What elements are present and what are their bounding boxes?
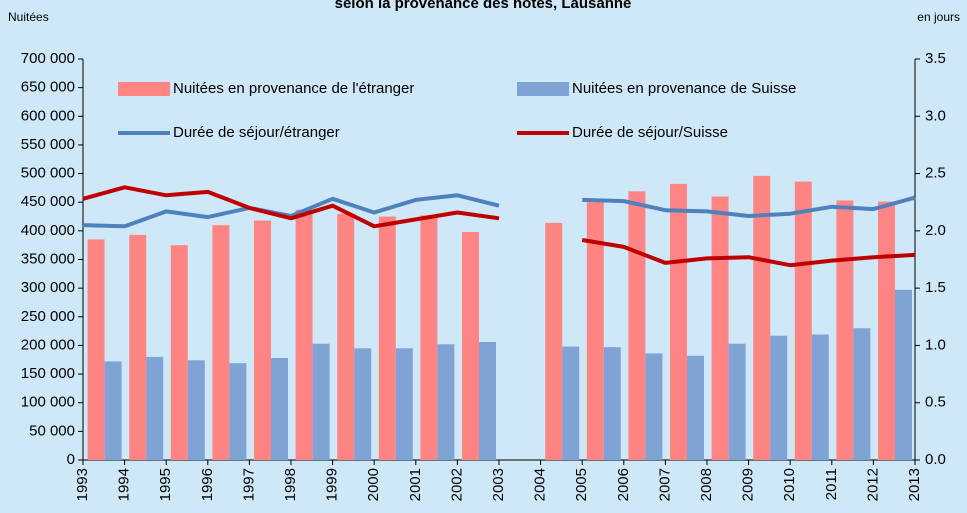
bar bbox=[545, 222, 563, 460]
bar bbox=[337, 213, 355, 460]
bar bbox=[395, 348, 413, 460]
bar bbox=[437, 344, 455, 460]
bar bbox=[794, 181, 812, 460]
bar bbox=[187, 360, 205, 460]
bar bbox=[312, 343, 330, 460]
y-axis-label: Nuitées bbox=[8, 10, 49, 24]
x-tick-label: 2008 bbox=[698, 468, 715, 501]
line bbox=[82, 185, 916, 268]
bar bbox=[687, 355, 704, 460]
line bbox=[82, 193, 916, 229]
bar bbox=[562, 346, 580, 460]
y-tick-label: 400 000 bbox=[21, 222, 75, 239]
y-tick-label: 50 000 bbox=[29, 422, 75, 439]
bar bbox=[836, 200, 854, 460]
y-tick-label: 200 000 bbox=[21, 336, 75, 353]
x-tick-label: 1999 bbox=[324, 468, 341, 501]
bar bbox=[728, 343, 746, 460]
bar bbox=[462, 232, 479, 460]
bar bbox=[645, 353, 663, 460]
bar bbox=[479, 341, 496, 460]
bar bbox=[420, 215, 438, 460]
bar bbox=[628, 191, 646, 460]
legend-swatch bbox=[118, 82, 170, 96]
bar bbox=[853, 328, 871, 460]
y2-axis-label: en jours bbox=[917, 10, 960, 24]
x-tick-label: 2009 bbox=[740, 468, 757, 501]
legend-label: Durée de séjour/étranger bbox=[173, 124, 340, 141]
x-tick-label: 2010 bbox=[781, 468, 798, 501]
x-tick-label: 2004 bbox=[532, 468, 549, 501]
y2-tick-label: 3.5 bbox=[925, 50, 946, 67]
x-tick-label: 2011 bbox=[823, 468, 840, 500]
legend-label: Nuitées en provenance de Suisse bbox=[572, 80, 796, 97]
y2-tick-label: 1.5 bbox=[925, 279, 946, 296]
x-tick-label: 2002 bbox=[448, 468, 465, 501]
y-tick-label: 450 000 bbox=[21, 193, 75, 210]
bar bbox=[146, 356, 164, 460]
y-tick-label: 150 000 bbox=[21, 365, 75, 382]
x-tick-label: 2013 bbox=[906, 468, 923, 501]
y2-tick-label: 1.0 bbox=[925, 336, 946, 353]
y-tick-label: 100 000 bbox=[21, 394, 75, 411]
bar bbox=[104, 361, 122, 460]
x-tick-label: 2007 bbox=[656, 468, 673, 501]
y-tick-label: 250 000 bbox=[21, 308, 75, 325]
x-tick-label: 2012 bbox=[864, 468, 881, 501]
bar bbox=[670, 183, 687, 460]
bar bbox=[254, 220, 271, 460]
y2-tick-label: 2.0 bbox=[925, 222, 946, 239]
bar bbox=[378, 216, 396, 460]
y-tick-label: 550 000 bbox=[21, 136, 75, 153]
y2-tick-label: 3.0 bbox=[925, 107, 946, 124]
x-tick-label: 1997 bbox=[240, 468, 257, 501]
y-tick-label: 500 000 bbox=[21, 165, 75, 182]
bar bbox=[87, 239, 105, 460]
bar bbox=[603, 347, 621, 460]
x-tick-label: 1996 bbox=[199, 468, 216, 501]
x-tick-label: 1993 bbox=[74, 468, 91, 501]
bar bbox=[811, 334, 829, 460]
y-tick-label: 650 000 bbox=[21, 79, 75, 96]
y-tick-label: 0 bbox=[67, 451, 75, 468]
bar bbox=[295, 209, 313, 460]
bar bbox=[354, 348, 372, 460]
bar bbox=[586, 202, 604, 460]
bar bbox=[878, 201, 895, 461]
x-tick-label: 1994 bbox=[116, 468, 133, 501]
x-tick-label: 1998 bbox=[282, 468, 299, 501]
bar bbox=[770, 335, 788, 460]
x-tick-label: 2005 bbox=[573, 468, 590, 501]
legend-swatch bbox=[517, 82, 569, 96]
chart-title: selon la provenance des hôtes, Lausanne bbox=[335, 0, 632, 12]
bar bbox=[229, 363, 247, 460]
y-tick-label: 300 000 bbox=[21, 279, 75, 296]
x-tick-label: 2003 bbox=[490, 468, 507, 501]
bar bbox=[711, 196, 729, 460]
bar bbox=[170, 245, 188, 460]
bar bbox=[271, 358, 288, 460]
x-tick-label: 1995 bbox=[157, 468, 174, 501]
legend-label: Durée de séjour/Suisse bbox=[572, 124, 728, 141]
x-tick-label: 2000 bbox=[365, 468, 382, 501]
y-tick-label: 350 000 bbox=[21, 250, 75, 267]
y2-tick-label: 0.5 bbox=[925, 394, 946, 411]
legend-label: Nuitées en provenance de l'étranger bbox=[173, 80, 414, 97]
bar bbox=[212, 225, 230, 460]
y-tick-label: 700 000 bbox=[21, 50, 75, 67]
bar bbox=[753, 175, 771, 460]
x-tick-label: 2001 bbox=[407, 468, 424, 501]
bar bbox=[895, 289, 912, 460]
y2-tick-label: 0.0 bbox=[925, 451, 946, 468]
y-tick-label: 600 000 bbox=[21, 107, 75, 124]
y2-tick-label: 2.5 bbox=[925, 165, 946, 182]
bar bbox=[129, 234, 147, 460]
x-tick-label: 2006 bbox=[615, 468, 632, 501]
